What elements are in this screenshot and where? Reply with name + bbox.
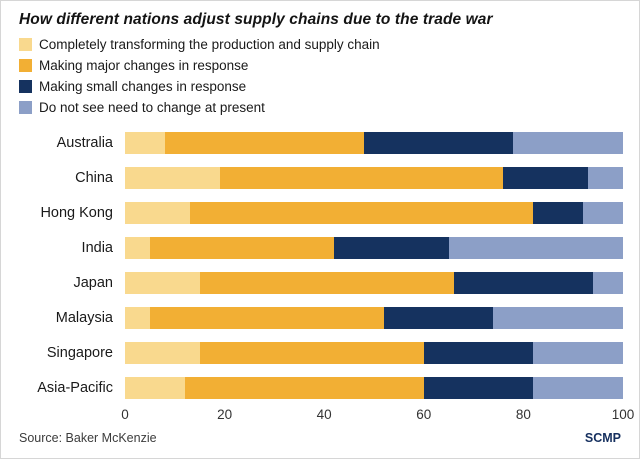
bar-segment xyxy=(125,341,200,364)
bar-segment xyxy=(125,131,165,154)
bar-track xyxy=(125,271,623,294)
bar-track xyxy=(125,166,623,189)
chart-row: Asia-Pacific xyxy=(17,370,623,405)
bar-segment xyxy=(583,201,623,224)
bar-track xyxy=(125,131,623,154)
bar-segment xyxy=(533,201,584,224)
bar-segment xyxy=(199,271,454,294)
x-tick-label: 40 xyxy=(316,407,332,422)
legend-item: Completely transforming the production a… xyxy=(19,35,623,54)
legend-swatch-icon xyxy=(19,80,32,93)
category-label: Australia xyxy=(56,134,113,151)
chart-rows: Australia China Hong Kong India Japan Malaysi… xyxy=(17,125,623,405)
bar-segment xyxy=(125,306,150,329)
bar-segment xyxy=(588,166,623,189)
x-tick-label: 60 xyxy=(416,407,432,422)
bar-segment xyxy=(199,341,424,364)
chart-row: Singapore xyxy=(17,335,623,370)
bar-segment xyxy=(164,131,365,154)
category-label: Japan xyxy=(73,274,113,291)
legend-item: Do not see need to change at present xyxy=(19,98,623,117)
chart-row: India xyxy=(17,230,623,265)
bar-segment xyxy=(125,271,200,294)
category-label: Malaysia xyxy=(55,309,113,326)
legend-swatch-icon xyxy=(19,101,32,114)
category-label: Singapore xyxy=(46,344,113,361)
chart-row: China xyxy=(17,160,623,195)
category-label: India xyxy=(81,239,113,256)
x-tick-label: 80 xyxy=(515,407,531,422)
bar-segment xyxy=(448,236,623,259)
legend-label: Making small changes in response xyxy=(39,79,247,94)
chart-title: How different nations adjust supply chai… xyxy=(19,11,493,28)
bar-segment xyxy=(189,201,534,224)
legend: Completely transforming the production a… xyxy=(19,35,623,117)
legend-label: Do not see need to change at present xyxy=(39,100,265,115)
bar-segment xyxy=(593,271,623,294)
bar-segment xyxy=(364,131,514,154)
legend-label: Completely transforming the production a… xyxy=(39,37,380,52)
bar-segment xyxy=(334,236,449,259)
bar-segment xyxy=(125,166,220,189)
legend-swatch-icon xyxy=(19,59,32,72)
x-tick-label: 100 xyxy=(611,407,635,422)
footer: Source: Baker McKenzie SCMP xyxy=(17,431,623,445)
bar-segment xyxy=(125,376,185,399)
bar-segment xyxy=(533,341,623,364)
bar-segment xyxy=(125,201,190,224)
legend-item: Making major changes in response xyxy=(19,56,623,75)
bar-segment xyxy=(503,166,589,189)
legend-item: Making small changes in response xyxy=(19,77,623,96)
x-tick-label: 20 xyxy=(217,407,233,422)
bar-track xyxy=(125,341,623,364)
bar-segment xyxy=(149,306,384,329)
x-axis: 0 20 40 60 80 100 xyxy=(121,407,634,425)
category-label: Hong Kong xyxy=(40,204,113,221)
bar-segment xyxy=(219,166,504,189)
legend-swatch-icon xyxy=(19,38,32,51)
bar-segment xyxy=(423,341,534,364)
x-tick-label: 0 xyxy=(121,407,129,422)
legend-label: Making major changes in response xyxy=(39,58,249,73)
bar-segment xyxy=(184,376,424,399)
chart-row: Malaysia xyxy=(17,300,623,335)
chart-row: Hong Kong xyxy=(17,195,623,230)
bar-segment xyxy=(149,236,335,259)
bar-segment xyxy=(125,236,150,259)
bar-track xyxy=(125,376,623,399)
publisher-credit: SCMP xyxy=(584,431,621,445)
bar-segment xyxy=(423,376,534,399)
bar-segment xyxy=(513,131,623,154)
category-label: Asia-Pacific xyxy=(37,379,113,396)
bar-track xyxy=(125,306,623,329)
chart-row: Australia xyxy=(17,125,623,160)
bar-segment xyxy=(493,306,623,329)
bar-segment xyxy=(533,376,623,399)
bar-track xyxy=(125,201,623,224)
chart-row: Japan xyxy=(17,265,623,300)
bar-track xyxy=(125,236,623,259)
bar-segment xyxy=(383,306,494,329)
category-label: China xyxy=(75,169,113,186)
bar-segment xyxy=(453,271,594,294)
source-note: Source: Baker McKenzie xyxy=(19,431,157,445)
